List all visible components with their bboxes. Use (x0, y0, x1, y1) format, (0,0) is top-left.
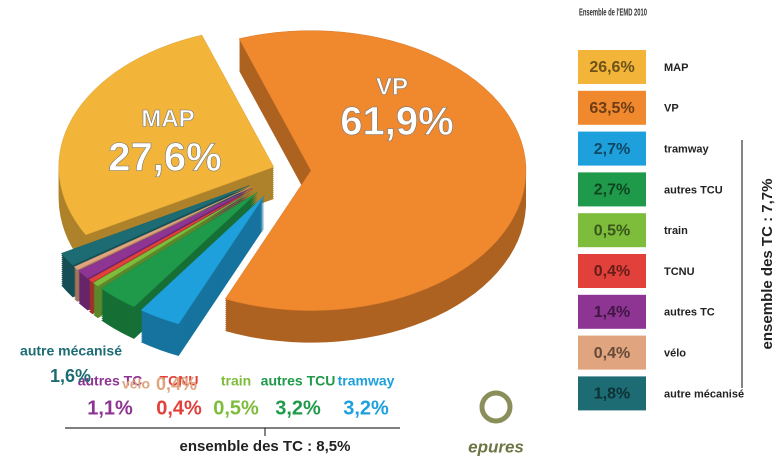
slice-name: vélo (122, 376, 150, 392)
slice-value: 0,4% (156, 397, 202, 419)
slice-name: TCNU (160, 373, 199, 389)
legend-box (578, 90, 646, 125)
slice-value: 1,6% (50, 366, 91, 386)
legend-value: 2,7% (594, 141, 630, 158)
legend-value: 1,8% (594, 386, 630, 403)
logo-icon (479, 390, 513, 424)
pie-slice (92, 189, 255, 287)
slice-value: 3,2% (275, 397, 321, 419)
legend-value: 26,6% (589, 59, 634, 76)
slice-name: autres TC (78, 373, 143, 389)
legend-name: vélo (664, 348, 686, 360)
pie-slice (224, 30, 527, 311)
side-annotation: ensemble des TC : 7,7% (759, 179, 776, 350)
legend-value: 1,4% (594, 304, 630, 321)
legend-name: autres TCU (664, 184, 723, 196)
slice-value: 1,1% (87, 397, 133, 419)
slice-value: 0,4% (156, 374, 197, 394)
slice-value: 61,9% (340, 100, 453, 144)
legend-name: MAP (664, 62, 688, 74)
pie-slice (100, 192, 258, 308)
pie-slice (60, 185, 250, 266)
slice-value: 27,6% (108, 136, 221, 180)
legend-box (578, 294, 646, 329)
pie-slice (78, 187, 253, 279)
legend-name: VP (664, 103, 679, 115)
pie-slice (88, 189, 254, 283)
legend-box (578, 50, 646, 84)
pie-slice (58, 34, 275, 236)
slice-name: autre mécanisé (20, 343, 122, 359)
logo: epures (468, 437, 524, 456)
legend-box (578, 254, 646, 288)
legend-value: 63,5% (589, 100, 634, 117)
legend-box (578, 335, 646, 370)
legend-name: train (664, 225, 688, 237)
legend-name: tramway (664, 144, 710, 156)
legend-name: TCNU (664, 266, 695, 278)
legend-box (578, 172, 646, 207)
legend-value: 2,7% (594, 182, 630, 199)
slice-name: VP (376, 73, 408, 100)
annotation: ensemble des TC : 8,5% (180, 438, 351, 455)
legend-value: 0,5% (594, 222, 630, 239)
legend-name: autres TC (664, 307, 715, 319)
slice-value: 0,5% (213, 397, 259, 419)
legend-box (578, 131, 646, 166)
slice-name: tramway (338, 373, 395, 389)
slice-name: MAP (141, 105, 194, 132)
slice-value: 3,2% (343, 397, 389, 419)
legend-value: 0,4% (594, 345, 630, 362)
legend-box (578, 376, 646, 411)
legend-box (578, 213, 646, 248)
table-title: Ensemble de l'EMD 2010 (579, 8, 647, 19)
legend-name: autre mécanisé (664, 388, 744, 400)
pie-slice (140, 195, 265, 325)
legend-value: 0,4% (594, 263, 630, 280)
pie-slice (73, 186, 251, 271)
slice-name: train (221, 373, 251, 389)
slice-name: autres TCU (261, 373, 336, 389)
